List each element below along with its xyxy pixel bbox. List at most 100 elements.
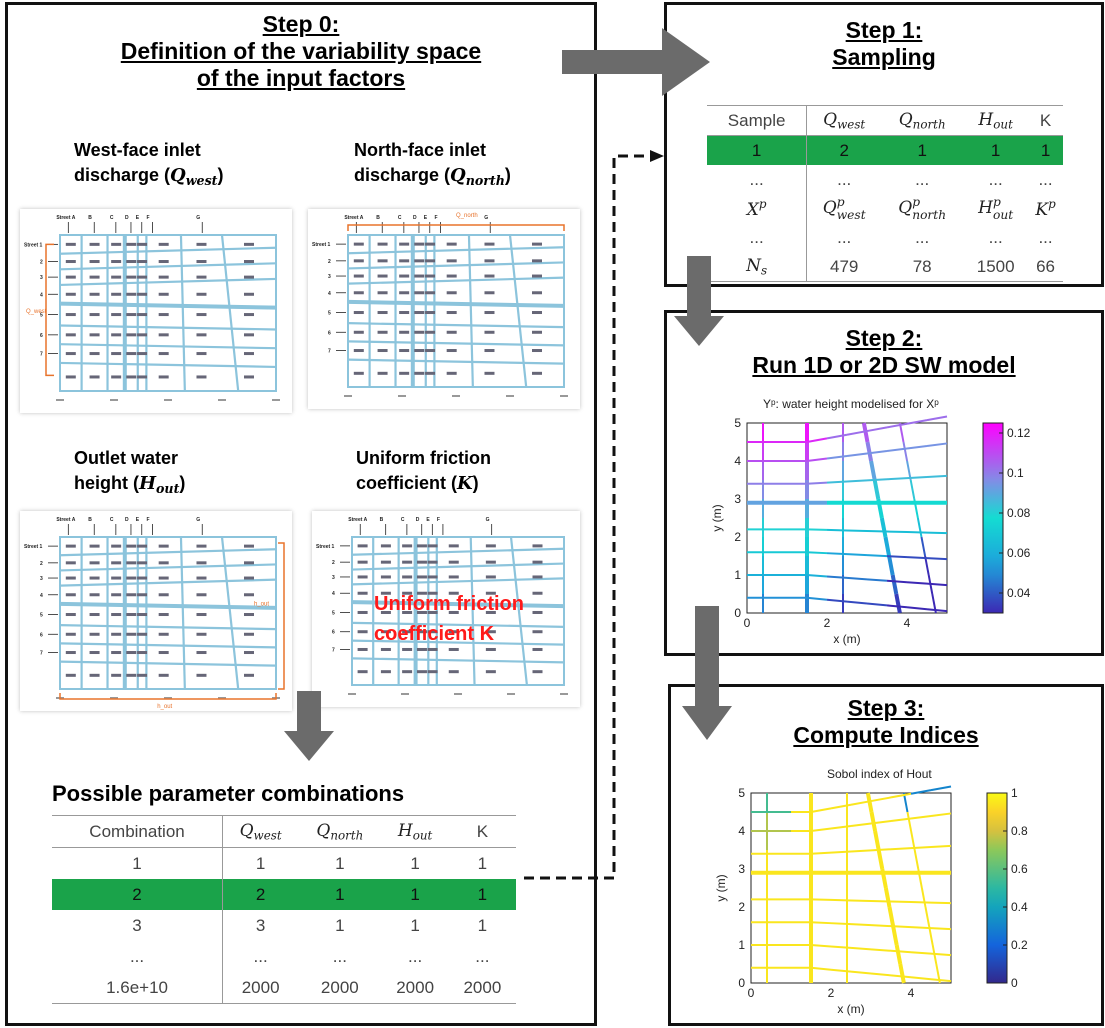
street-segment: [830, 898, 852, 902]
street-top-label: C: [110, 215, 114, 221]
sampling-cell: ...: [1038, 169, 1053, 189]
street-segment: [850, 822, 872, 827]
street-segment: [850, 800, 872, 806]
street-segment: [866, 426, 888, 433]
street-segment: [906, 531, 928, 534]
street-segment: [883, 536, 892, 557]
combos-title: Possible parameter combinations: [52, 781, 405, 806]
street-segment: [926, 442, 948, 447]
combos-row: 3 3 1 1 1: [52, 910, 516, 941]
x-tick-label: 4: [904, 616, 911, 630]
street-top-label: Street A: [348, 517, 367, 523]
sampling-cell: Ns: [707, 252, 808, 282]
step2-panel: Step 2: Run 1D or 2D SW model Yᵖ: water …: [664, 310, 1104, 656]
y-tick-label: 3: [734, 492, 741, 506]
h-out-label: h_out: [157, 704, 172, 710]
street-top-label: B: [380, 517, 384, 523]
street-segment: [846, 430, 868, 436]
street-segment: [810, 944, 832, 948]
combos-cell: ...: [253, 946, 268, 966]
street-segment: [826, 433, 848, 440]
street-left-label: Street 1: [24, 242, 43, 248]
street-segment: [887, 906, 896, 927]
street-segment: [890, 925, 912, 929]
x-tick-label: 2: [824, 616, 831, 630]
street-segment: [902, 441, 909, 462]
street-segment: [928, 925, 934, 946]
plot-area: [746, 422, 948, 614]
sampling-cell: ...: [707, 223, 808, 252]
sampling-cell: 1: [881, 135, 964, 165]
sobol-index-plot: 0 2 4 0 1 2 3 4 5 x (m) y (m) 1 0.8 0.6 0.4 0.2 0: [714, 785, 1028, 1016]
sampling-cell: 1: [1028, 135, 1063, 165]
street-left-label: 3: [328, 274, 331, 280]
street-segment: [890, 974, 912, 979]
street-left-label: 5: [332, 610, 335, 616]
x-tick-label: 4: [908, 986, 915, 1000]
street-segment: [830, 824, 852, 830]
street-segment: [826, 552, 848, 556]
street-segment: [894, 593, 902, 614]
combos-cell: 1: [335, 915, 345, 935]
colorbar-tick-label: 0: [1011, 976, 1018, 990]
combos-row: ...............: [52, 941, 516, 972]
street-segment: [830, 968, 852, 973]
street-segment: [906, 811, 913, 832]
street-segment: [910, 901, 932, 904]
north-label: North-face inlet discharge (Qnorth): [354, 140, 511, 188]
combos-cell: 2: [52, 879, 224, 910]
street-segment: [887, 555, 895, 576]
street-segment: [806, 437, 828, 443]
street-segment: [930, 927, 952, 931]
combos-cell: 2000: [381, 972, 449, 1004]
sampling-header-row: Sample Qwest Qnorth Hout K: [707, 105, 1063, 136]
street-segment: [926, 474, 948, 478]
colorbar-tick-label: 0.06: [1007, 546, 1031, 560]
street-segment: [906, 556, 928, 560]
city-grid: Street A B C D E F G Street 1 2 3 4 5 6 7 h_out h_out: [24, 517, 285, 710]
sampling-cell: ...: [707, 165, 808, 194]
combos-cell: 1: [477, 853, 488, 873]
street-segment: [886, 555, 908, 559]
street-left-label: 2: [40, 561, 43, 567]
street-left-label: 6: [40, 333, 43, 339]
q-west-label: Q_west: [26, 309, 47, 315]
step0-panel: Step 0: Definition of the variability sp…: [5, 2, 597, 1026]
street-top-label: E: [426, 517, 430, 523]
street-segment: [869, 811, 878, 832]
y-tick-label: 2: [734, 530, 741, 544]
street-segment: [926, 582, 948, 587]
sampling-row: Ns 479 78 1500 66: [707, 252, 1063, 282]
street-left-label: 4: [40, 593, 43, 599]
street-left-label: 2: [328, 259, 331, 265]
street-left-label: 6: [328, 330, 331, 336]
x-tick-label: 0: [748, 986, 755, 1000]
street-segment: [898, 422, 905, 443]
down-arrow-step1-icon: [674, 256, 724, 346]
friction-grid-thumbnail: Street A B C D E F G Street 1 2 3 4 5 6 7 Uniform fri…: [312, 511, 580, 707]
combos-cell: 1: [381, 879, 449, 910]
y-tick-label: 4: [738, 824, 745, 838]
street-top-label: Street A: [344, 215, 363, 221]
combos-cell: 1: [410, 915, 420, 935]
sampling-cell: ...: [988, 227, 1003, 247]
city-grid: Street A B C D E F G Street 1 2 3 4 5 6 7 Q_north: [312, 213, 568, 397]
water-height-plot: 0 2 4 0 1 2 3 4 5 x (m) y (m) 0.12 0.1 0.08 0.06 0.04: [710, 415, 1031, 646]
street-segment: [924, 555, 930, 576]
street-segment: [866, 478, 888, 482]
combos-table: Combination Qwest Qnorth Hout K 1 1 1 1 1 2 2 1 1 1 3 3 1…: [52, 815, 516, 1004]
sampling-cell: 1: [707, 135, 808, 165]
street-segment: [866, 578, 888, 582]
street-top-label: G: [486, 517, 490, 523]
street-segment: [806, 457, 828, 462]
sampling-header-cell: Sample: [707, 105, 808, 136]
street-segment: [894, 944, 903, 965]
street-segment: [926, 557, 948, 561]
street-segment: [916, 517, 923, 538]
street-top-label: D: [125, 517, 129, 523]
street-segment: [886, 422, 908, 429]
sampling-header-cell: K: [1028, 105, 1063, 136]
street-segment: [810, 851, 832, 855]
